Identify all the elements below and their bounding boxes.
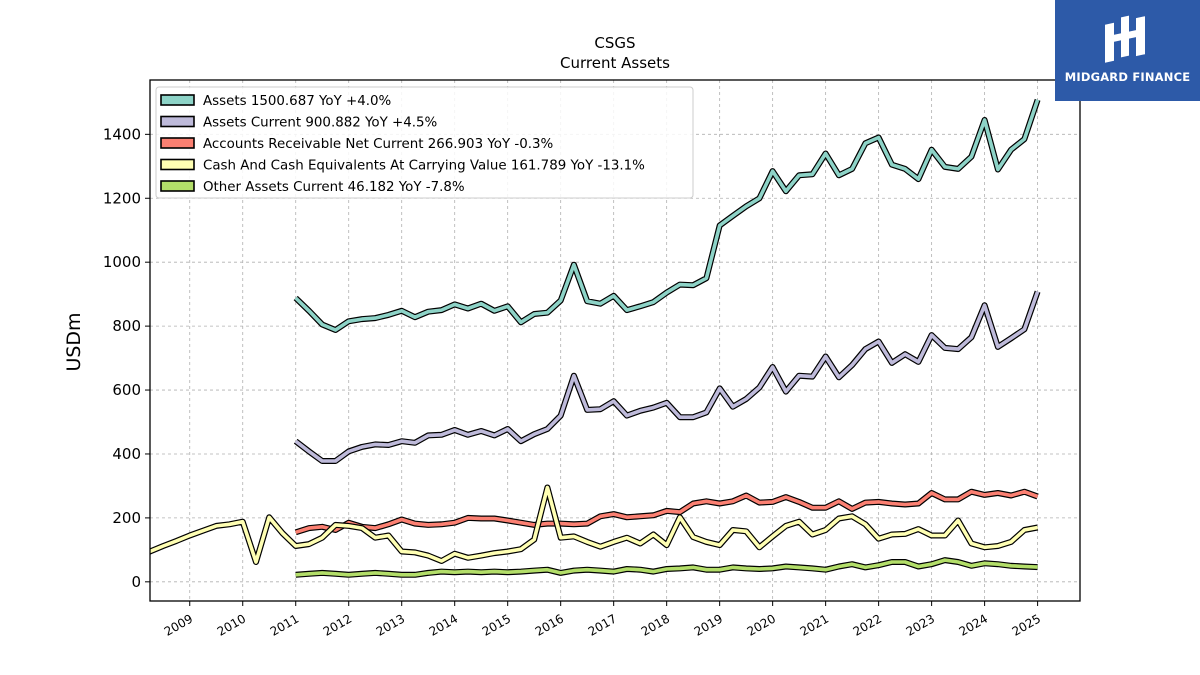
legend-swatch [160,180,195,192]
y-axis-label: USDm [63,312,85,371]
midgard-finance-logo: MIDGARD FINANCE [1055,0,1200,101]
x-tick-label: 2016 [533,611,566,638]
y-axis-ticks: 0 200 400 600 800 1000 1200 1400 [103,125,150,591]
x-tick-label: 2012 [321,611,354,638]
plot-frame [149,79,1081,602]
legend: Assets 1500.687 YoY +4.0% Assets Current … [155,86,694,199]
legend-entry: Other Assets Current 46.182 YoY -7.8% [203,180,465,195]
legend-entry: Accounts Receivable Net Current 266.903 … [203,137,553,152]
legend-swatch [160,115,195,128]
x-tick-label: 2025 [1010,611,1043,638]
y-tick-label: 200 [112,509,141,527]
y-tick-label: 1400 [103,125,141,143]
y-tick-label: 1200 [103,189,141,207]
x-tick-label: 2018 [639,611,672,638]
y-tick-label: 0 [131,573,141,591]
chart-subtitle: Current Assets [560,54,670,72]
legend-entry: Assets Current 900.882 YoY +4.5% [203,116,437,131]
x-tick-label: 2017 [586,611,619,638]
series-line [294,291,1040,463]
series-layer [150,98,1041,578]
x-tick-label: 2023 [904,611,937,638]
legend-entry: Assets 1500.687 YoY +4.0% [203,94,391,109]
x-tick-label: 2022 [851,611,884,638]
x-tick-label: 2009 [162,611,195,638]
x-tick-label: 2014 [427,611,460,638]
legend-swatch [160,137,195,149]
y-tick-label: 600 [112,381,141,399]
x-tick-label: 2019 [692,611,725,638]
x-tick-label: 2020 [745,611,778,638]
legend-swatch [160,158,195,171]
series-line [150,485,1038,564]
y-tick-label: 1000 [103,253,141,271]
x-tick-label: 2021 [798,611,831,638]
legend-swatch [160,94,195,106]
x-tick-label: 2015 [480,611,513,638]
legend-entry: Cash And Cash Equivalents At Carrying Va… [203,159,645,174]
y-tick-label: 400 [112,445,141,463]
series-line [295,558,1038,577]
series-line [295,489,1039,535]
chart-title: CSGS [594,34,635,52]
brand-name: MIDGARD FINANCE [1064,70,1191,84]
x-tick-label: 2010 [215,611,248,638]
x-tick-label: 2011 [268,611,301,638]
legend-box [155,86,694,199]
x-axis-ticks: 2009 2010 2011 2012 2013 2014 2015 2016 2017 2018… [162,601,1043,639]
x-tick-label: 2024 [957,611,990,638]
series-line [294,99,1040,332]
y-tick-label: 800 [112,317,141,335]
x-tick-label: 2013 [374,611,407,638]
midgard-logo-icon [1105,15,1145,63]
